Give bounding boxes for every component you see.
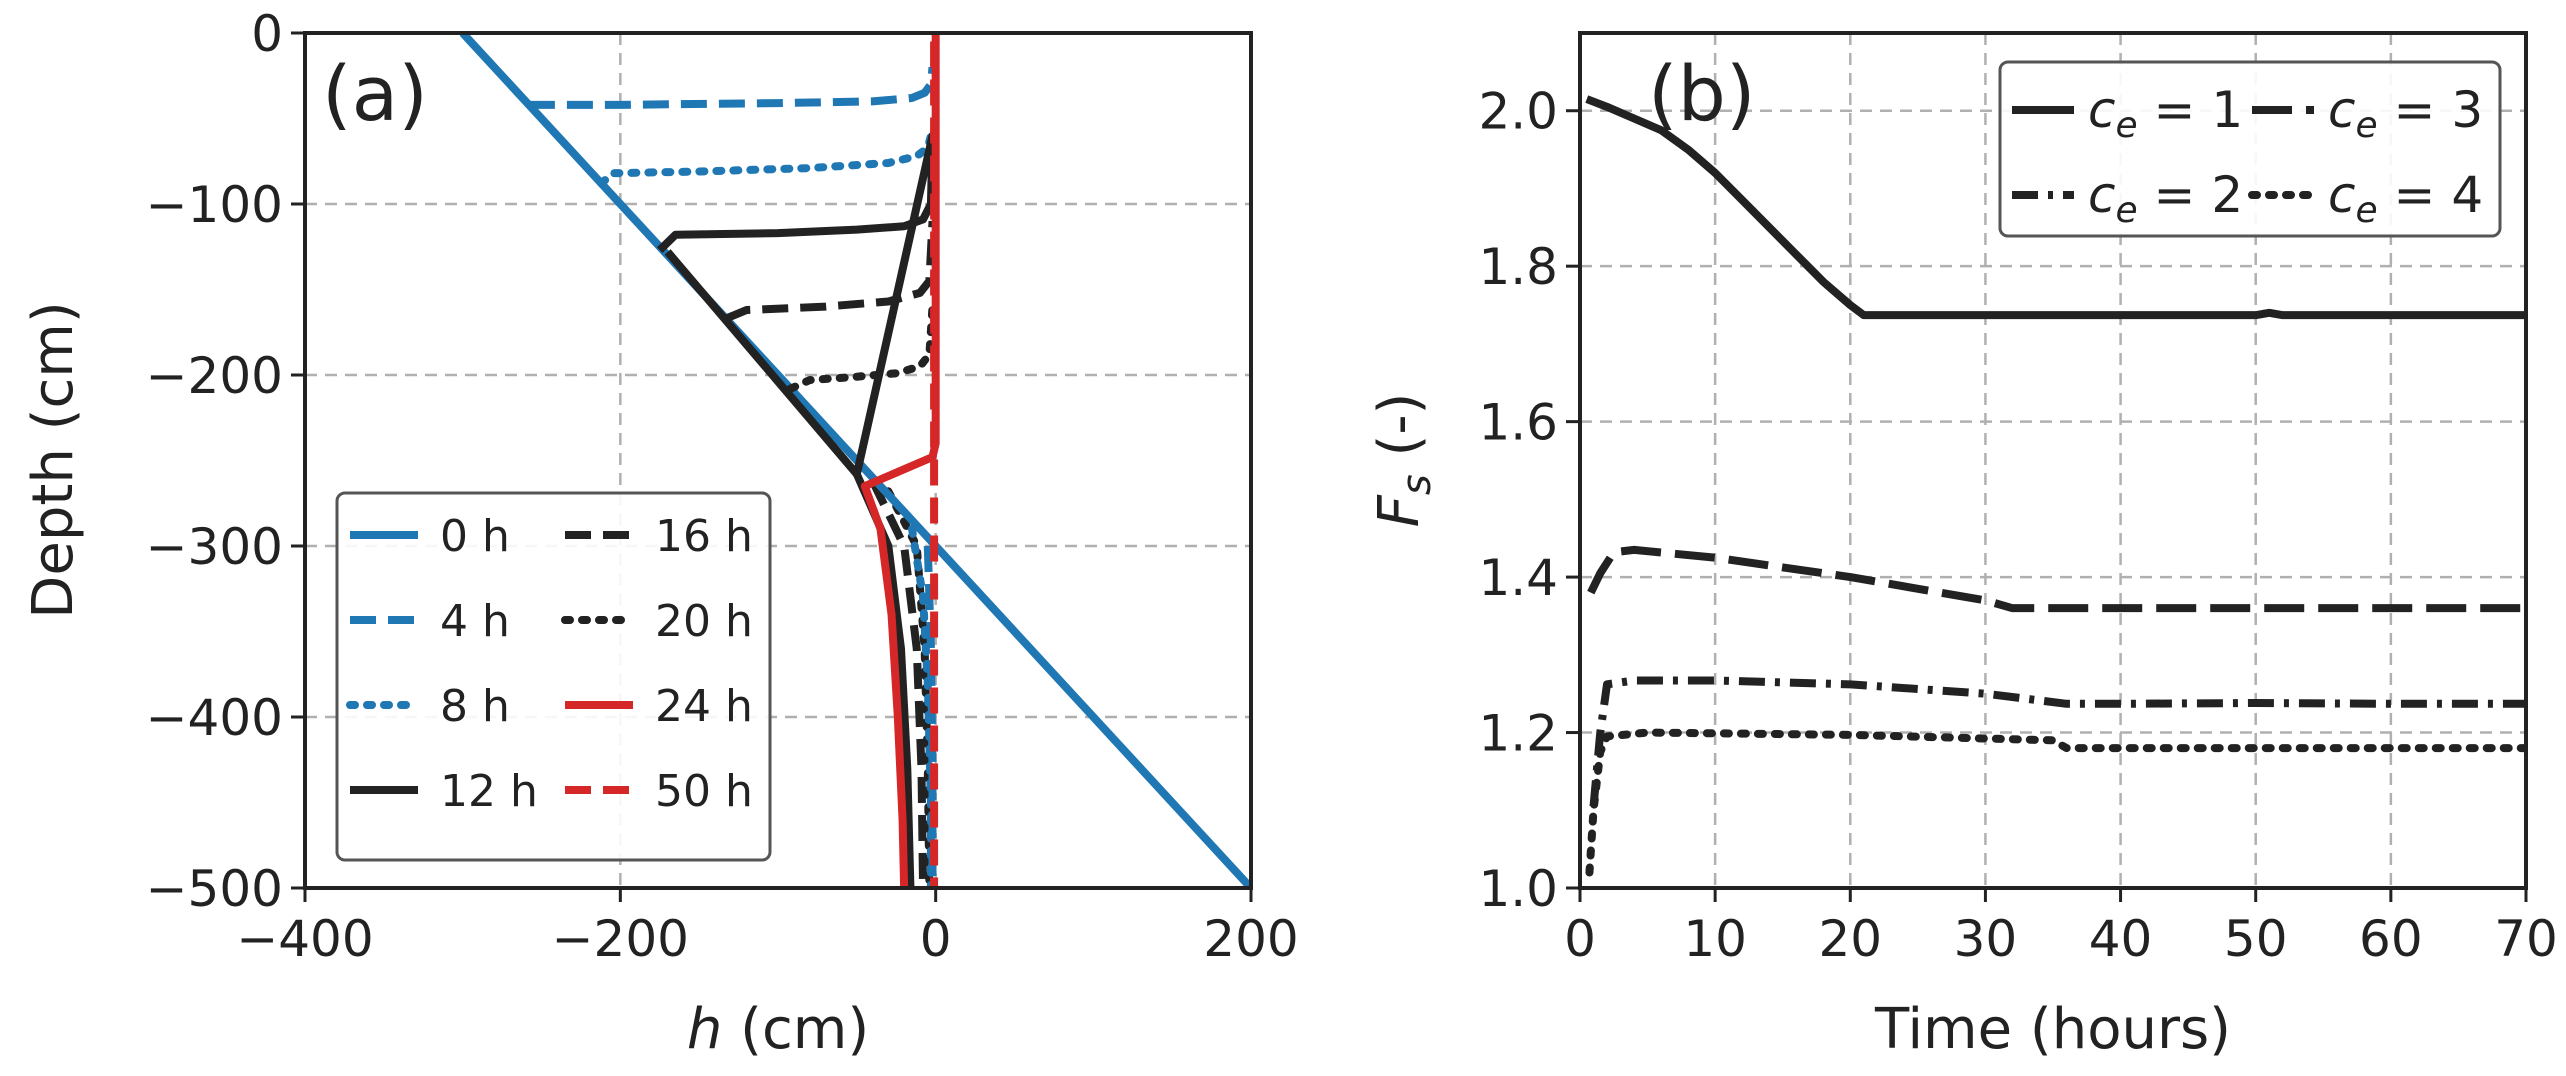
panel-b-ylabel: Fs (-) — [1367, 393, 1440, 528]
legend-a-label: 0 h — [440, 511, 510, 562]
panel-b-tag: (b) — [1648, 49, 1756, 138]
y-tick-label: 1.4 — [1478, 549, 1558, 607]
x-tick-label: 40 — [2089, 910, 2153, 968]
legend-b-label-suffix: = 1 — [2138, 81, 2244, 139]
legend-b-label-suffix: = 2 — [2138, 166, 2244, 224]
series-group — [1585, 95, 2526, 877]
legend-b-label-sub: e — [2116, 190, 2138, 231]
x-tick-label: 50 — [2224, 910, 2288, 968]
legend-b-label: ce = 4 — [2328, 166, 2483, 231]
panel-b: 0 10 20 30 40 50 60 701.01.21.41.61.82.0 (b) ce… — [1367, 31, 2558, 1062]
x-tick-label: 70 — [2494, 910, 2558, 968]
series-line — [1589, 676, 2526, 807]
x-tick-label: 20 — [1818, 910, 1882, 968]
y-tick-label: 1.2 — [1478, 705, 1558, 763]
legend-b-label-var: c — [2088, 166, 2116, 224]
legend-a-label: 4 h — [440, 596, 510, 647]
y-tick-label: −300 — [146, 518, 283, 576]
y-tick-label: 2.0 — [1478, 83, 1558, 141]
panel-a-xlabel-var: h — [687, 997, 723, 1062]
x-tick-label: 10 — [1683, 910, 1747, 968]
legend-b-label-suffix: = 3 — [2378, 81, 2484, 139]
legend-b-label-var: c — [2328, 81, 2356, 139]
panel-a-lines — [459, 33, 1251, 888]
legend-b-label-var: c — [2088, 81, 2116, 139]
legend-a-box — [335, 491, 772, 862]
legend-b-label: ce = 3 — [2328, 81, 2483, 146]
panel-b-ylabel-sub: s — [1394, 474, 1440, 495]
panel-a-xlabel-unit: (cm) — [722, 997, 869, 1062]
panel-b-ticks: 0 10 20 30 40 50 60 70 1.0 1.2 1.4 1.6 1.8 2.0 — [1478, 83, 2557, 968]
y-tick-label: 1.8 — [1478, 238, 1558, 296]
legend-b-label-sub: e — [2356, 190, 2378, 231]
series-line-tail — [884, 487, 934, 888]
series-line — [860, 33, 940, 888]
legend-a-label: 50 h — [655, 766, 753, 817]
series-line — [724, 220, 937, 323]
x-tick-label: 0 — [1564, 910, 1596, 968]
panel-b-xlabel: Time (hours) — [1874, 997, 2231, 1062]
series-line-tail — [869, 479, 928, 888]
series-line — [1585, 95, 2526, 320]
series-line — [656, 131, 937, 479]
legend-a-label: 16 h — [655, 511, 753, 562]
legend-a-label: 24 h — [655, 681, 753, 732]
x-tick-label: 0 — [920, 910, 952, 968]
panel-b-lines — [1585, 95, 2526, 877]
panel-a-frame — [303, 31, 1253, 890]
panel-a-ylabel: Depth (cm) — [21, 301, 86, 618]
y-tick-label: −100 — [146, 176, 283, 234]
panel-b-frame — [1578, 31, 2528, 890]
panel-a-legend: 0 h 4 h 8 h 12 h 16 h 20 h 24 h 50 h — [335, 491, 772, 862]
legend-b-label: ce = 2 — [2088, 166, 2243, 231]
y-tick-label: −400 — [146, 689, 283, 747]
legend-a-label: 12 h — [440, 766, 538, 817]
panel-b-ylabel-suffix: (-) — [1367, 393, 1432, 475]
legend-b-label-sub: e — [2116, 105, 2138, 146]
panel-b-legend: ce = 1 ce = 3ce = 2 ce = 4 — [1998, 60, 2502, 238]
legend-a-label: 20 h — [655, 596, 753, 647]
y-tick-label: −200 — [146, 347, 283, 405]
x-tick-label: 200 — [1203, 910, 1298, 968]
x-tick-label: 60 — [2359, 910, 2423, 968]
panel-b-ylabel-var: F — [1367, 494, 1432, 527]
series-line — [786, 302, 937, 393]
series-line — [528, 66, 937, 109]
x-tick-label: −400 — [236, 910, 373, 968]
legend-b-items: ce = 1 ce = 3ce = 2 ce = 4 — [2012, 81, 2483, 231]
legend-b-label-suffix: = 4 — [2378, 166, 2484, 224]
y-tick-label: −500 — [146, 860, 283, 918]
legend-a-label: 8 h — [440, 681, 510, 732]
legend-b-label: ce = 1 — [2088, 81, 2243, 146]
series-group — [459, 33, 1251, 888]
panel-a-tag: (a) — [322, 49, 428, 138]
series-line — [1587, 545, 2526, 613]
series-line — [1585, 728, 2526, 877]
y-tick-label: 1.6 — [1478, 394, 1558, 452]
y-tick-label: 1.0 — [1478, 860, 1558, 918]
series-line — [597, 131, 935, 188]
legend-b-label-sub: e — [2356, 105, 2378, 146]
x-tick-label: 30 — [1954, 910, 2018, 968]
legend-b-box — [1998, 60, 2502, 238]
x-tick-label: −200 — [552, 910, 689, 968]
panel-a-xlabel: h (cm) — [687, 997, 869, 1062]
legend-b-label-var: c — [2328, 166, 2356, 224]
legend-a-items: 0 h 4 h 8 h 12 h 16 h 20 h 24 h 50 h — [346, 511, 753, 817]
y-tick-label: 0 — [251, 5, 283, 63]
